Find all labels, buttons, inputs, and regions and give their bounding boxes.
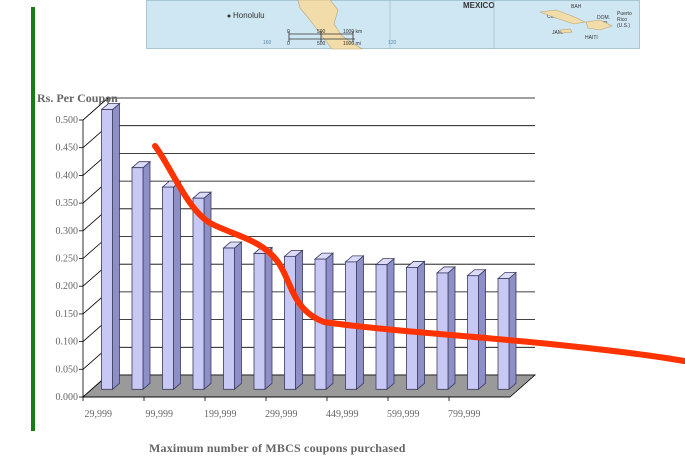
- x-tick-label: 599,999: [387, 409, 420, 420]
- scale-mi-500: 500: [317, 41, 326, 47]
- y-tick-label: 0.000: [56, 392, 79, 403]
- y-tick-label: 0.350: [56, 198, 79, 209]
- bar-side: [356, 255, 364, 391]
- scale-km-0: 0: [287, 29, 290, 35]
- overlay-curve: [152, 143, 685, 364]
- y-axis-ticks: 0.000 0.050 0.100 0.150 0.200 0.250 0.300 0.350…: [56, 115, 79, 403]
- x-axis-label: Maximum number of MBCS coupons purchased: [149, 441, 406, 455]
- map-grid-number: 120: [388, 40, 397, 46]
- y-tick-label: 0.050: [56, 364, 79, 375]
- y-tick-label: 0.300: [56, 226, 79, 237]
- bar-front: [497, 278, 510, 390]
- x-tick-label: 299,999: [265, 409, 298, 420]
- bar: [374, 257, 396, 391]
- bar: [130, 160, 152, 391]
- scale-mi-1000: 1000 mi: [343, 41, 361, 47]
- map-label-puerto-rico: Puerto Rico (U.S.): [617, 11, 632, 29]
- bar-side: [447, 266, 456, 391]
- map-land-jamaica: [559, 28, 573, 34]
- bar-side: [142, 160, 151, 391]
- map-strip: Honolulu MEXICO BAH CUBA DOM. REP. Puert…: [146, 0, 640, 49]
- bar-side: [386, 257, 395, 391]
- scale-km-500: 500: [317, 29, 326, 35]
- map-label-honolulu: Honolulu: [233, 11, 265, 20]
- map-land-mexico: [297, 0, 364, 50]
- bar-front: [284, 255, 296, 390]
- bar: [161, 180, 182, 391]
- bar-side: [478, 268, 486, 391]
- x-axis-ticks: 29,999 99,999 199,999 299,999 449,999 599,999…: [82, 397, 481, 420]
- map-scale-bar: 0 500 1000 km 0 500 1000 mi: [287, 29, 362, 47]
- map-land-cuba: [539, 9, 586, 25]
- map-label-jam: JAM.: [552, 30, 564, 36]
- bar: [405, 260, 426, 391]
- x-tick-label: 199,999: [204, 409, 237, 420]
- bar-side: [173, 180, 181, 391]
- bar-side: [112, 102, 120, 391]
- bar-front: [223, 247, 235, 390]
- x-tick-label: 449,999: [326, 409, 359, 420]
- bar-side: [264, 246, 273, 391]
- y-tick-label: 0.100: [56, 337, 79, 348]
- chart-bars: [100, 102, 518, 391]
- x-tick-label: 29,999: [85, 409, 113, 420]
- bar-front: [253, 253, 266, 390]
- bar-side: [234, 241, 242, 391]
- y-tick-label: 0.400: [56, 170, 79, 181]
- y-tick-label: 0.450: [56, 143, 79, 154]
- map-grid-number: 160: [263, 40, 272, 46]
- scale-km-1000: 1000 km: [343, 29, 362, 35]
- bar: [496, 271, 518, 391]
- bar: [435, 266, 457, 391]
- map-label-mexico: MEXICO: [463, 1, 495, 10]
- bar-front: [162, 186, 174, 390]
- map-label-haiti: HAITI: [585, 35, 598, 41]
- bar: [222, 241, 243, 391]
- y-tick-label: 0.150: [56, 309, 79, 320]
- bar-front: [467, 275, 479, 390]
- x-tick-label: 99,999: [146, 409, 174, 420]
- x-tick-label: 799,999: [448, 409, 481, 420]
- y-tick-label: 0.200: [56, 281, 79, 292]
- bar: [191, 191, 213, 391]
- left-green-rule: [31, 7, 35, 431]
- bar: [252, 246, 274, 391]
- bar: [100, 102, 121, 391]
- bar-front: [131, 167, 144, 390]
- map-land-hispaniola: [585, 19, 613, 31]
- y-tick-label: 0.500: [56, 115, 79, 126]
- bar-side: [295, 249, 303, 391]
- bar-front: [192, 197, 205, 390]
- bar: [283, 249, 304, 391]
- gridline-depth: [82, 97, 109, 121]
- y-axis-label: Rs. Per Coupon: [37, 91, 118, 105]
- bar-side: [508, 271, 517, 391]
- scale-mi-0: 0: [287, 41, 290, 47]
- map-label-bah: BAH: [571, 4, 582, 10]
- bar-side: [417, 260, 425, 391]
- honolulu-marker: [227, 14, 231, 18]
- bar: [466, 268, 487, 391]
- map-overlay: 0 500 1000 km 0 500 1000 mi 160 120: [227, 0, 613, 50]
- bar-front: [101, 109, 113, 390]
- y-tick-label: 0.250: [56, 254, 79, 265]
